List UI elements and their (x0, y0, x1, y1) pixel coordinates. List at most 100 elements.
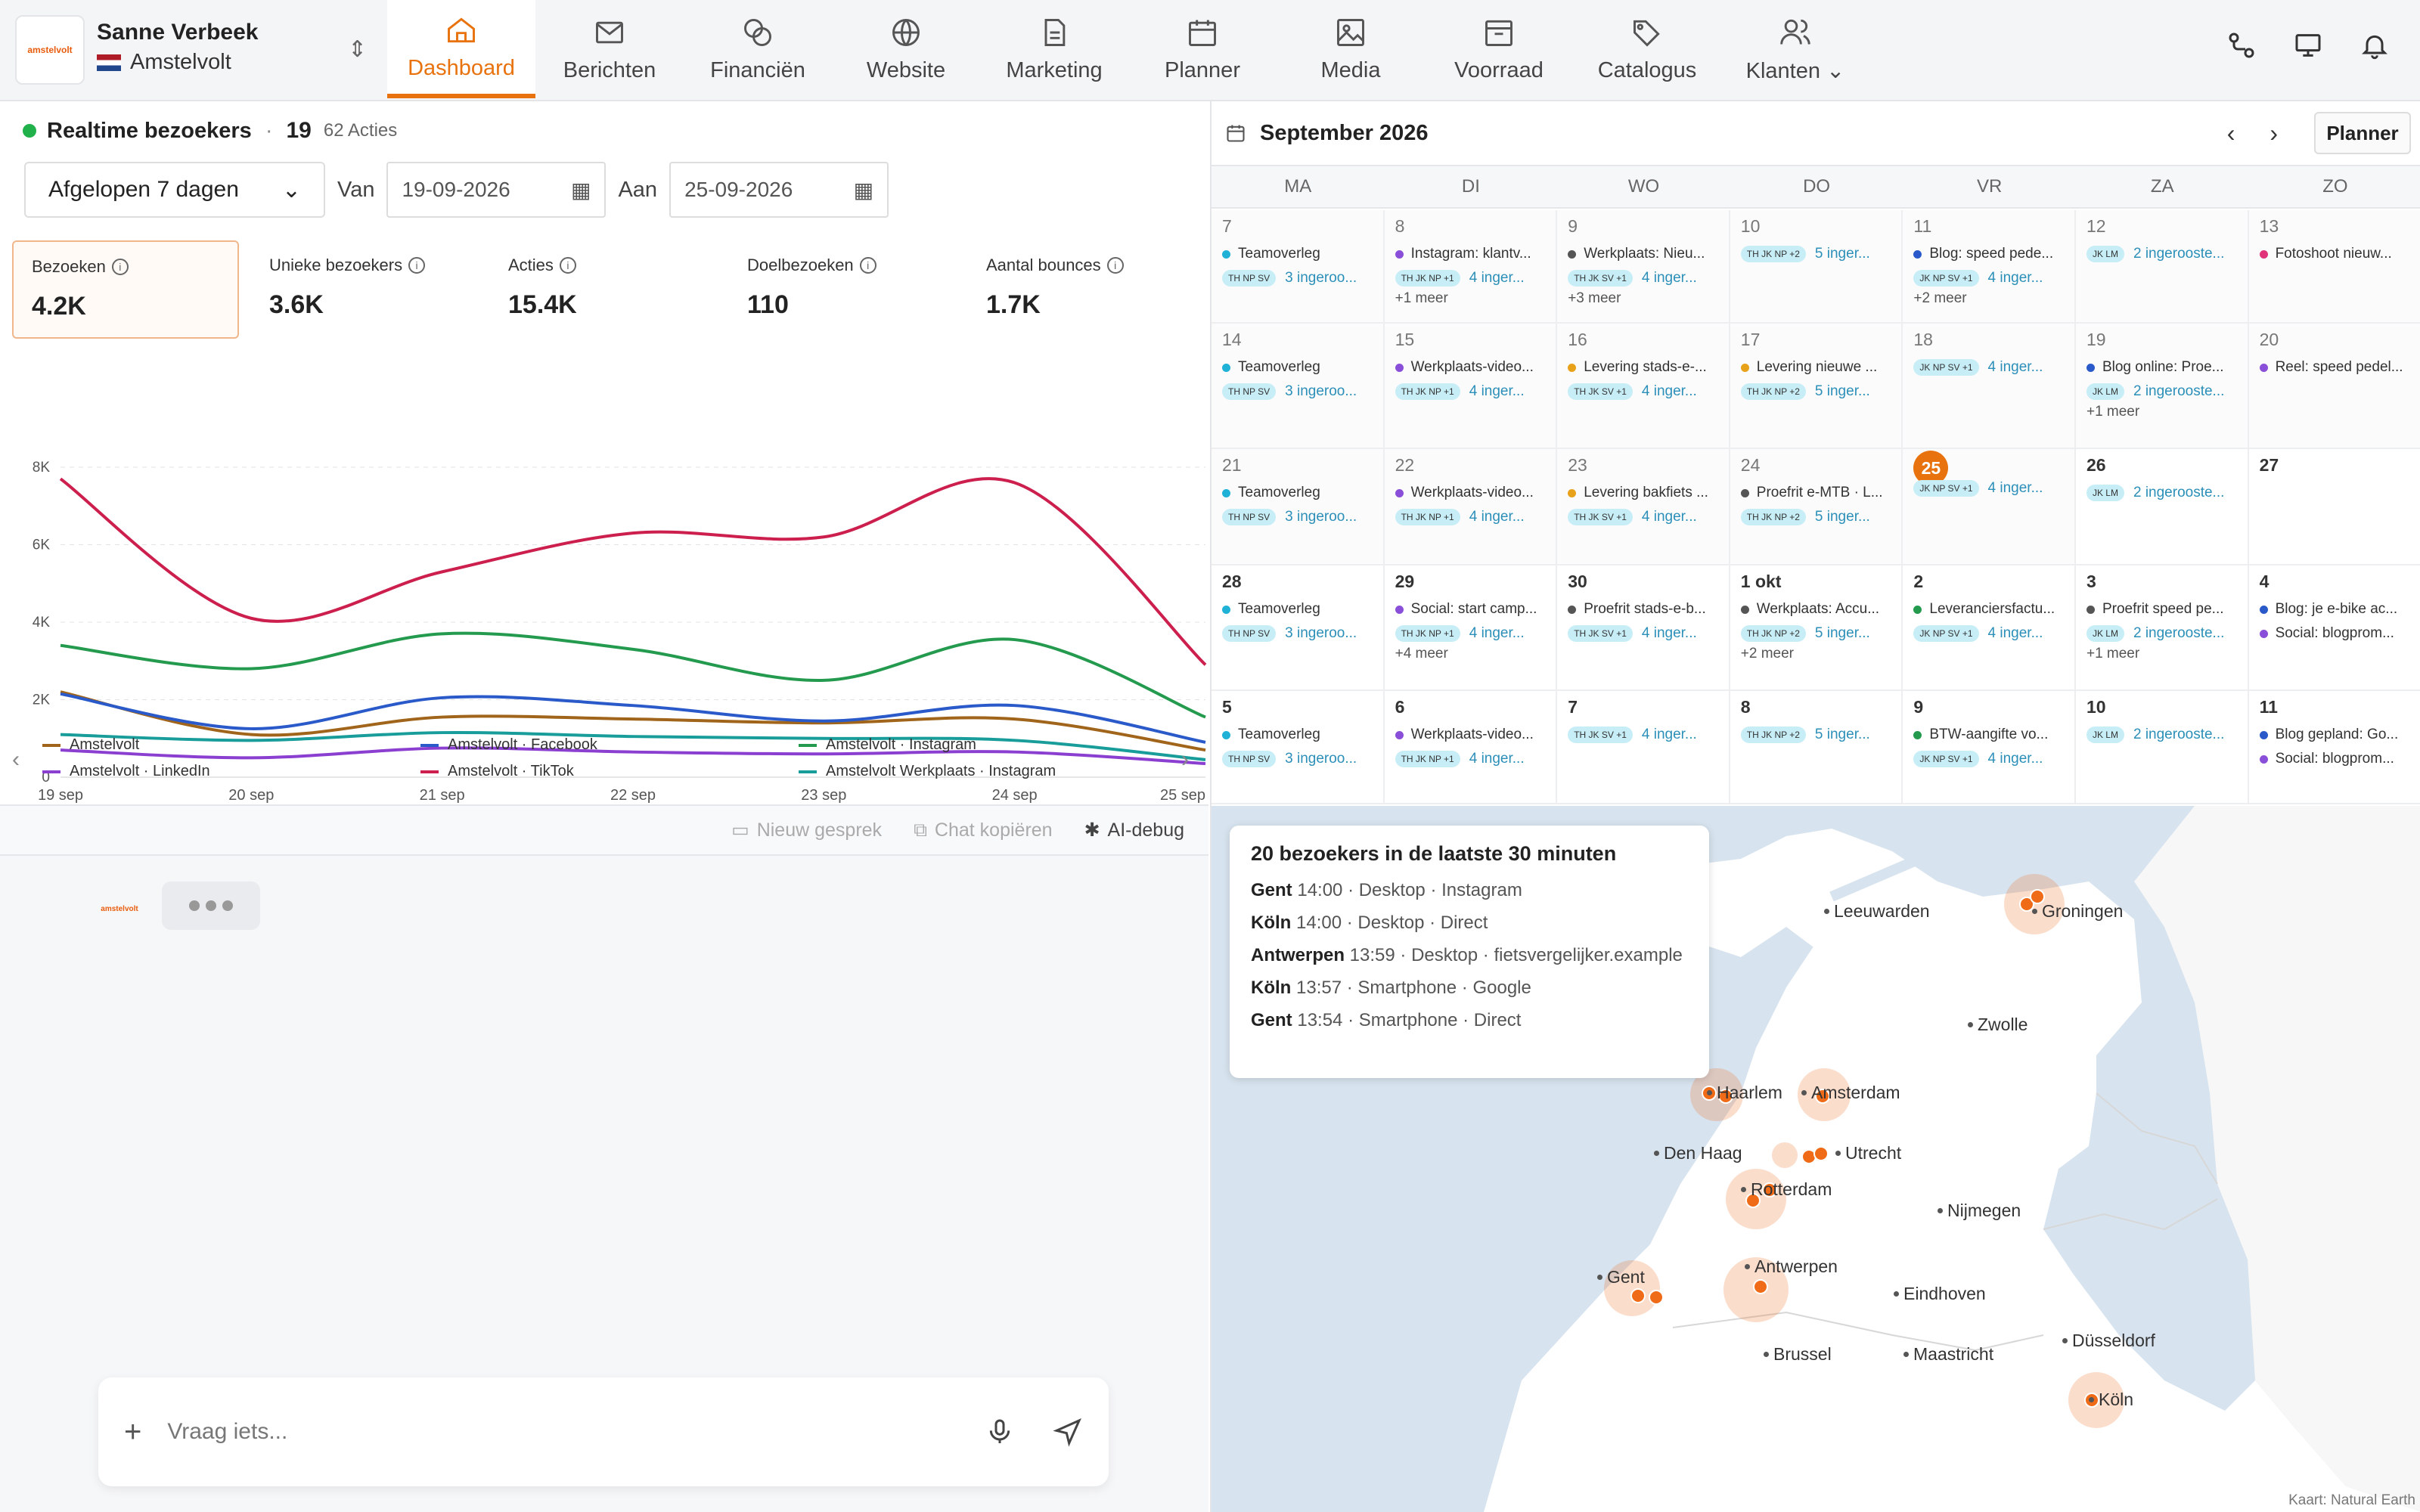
staff-chips[interactable]: TH NP SV 3 ingeroo... (1222, 621, 1373, 646)
visitor-pin[interactable] (1762, 1182, 1777, 1198)
stat-card-bezoeken[interactable]: Bezoeken i 4.2K (12, 240, 239, 339)
calendar-event[interactable]: Leveranciersfactu... (1913, 597, 2064, 621)
calendar-day-cell[interactable]: 10 TH JK NP +2 5 inger... (1730, 210, 1903, 324)
nav-item-planner[interactable]: Planner (1128, 0, 1277, 98)
series-line-amstelvolt-instagram[interactable] (60, 631, 1206, 719)
calendar-day-cell[interactable]: 8 Instagram: klantv... TH JK NP +1 4 inger.… (1384, 210, 1558, 324)
calendar-day-cell[interactable]: 4 Blog: je e-bike ac... Social: blogprom..… (2248, 565, 2420, 691)
calendar-day-cell[interactable]: 7 TH JK SV +1 4 inger... (1557, 691, 1730, 804)
staff-chips[interactable]: JK LM 2 ingeroostе... (2086, 380, 2237, 404)
add-attachment-icon[interactable]: + (124, 1414, 142, 1448)
visitor-pin[interactable] (1753, 1279, 1768, 1294)
calendar-day-cell[interactable]: 25 JK NP SV +1 4 inger... (1903, 449, 2076, 565)
calendar-event[interactable]: Proefrit e-MTB · L... (1740, 481, 1891, 505)
stat-card-unieke-bezoekers[interactable]: Unieke bezoekers i 3.6K (251, 240, 478, 339)
stat-card-acties[interactable]: Acties i 15.4K (490, 240, 717, 339)
chevron-left-icon[interactable]: ‹ (2226, 119, 2235, 147)
more-events-link[interactable]: +1 meer (2086, 404, 2140, 420)
calendar-event[interactable]: Social: start camp... (1395, 597, 1546, 621)
calendar-event[interactable]: Blog gepland: Go... (2259, 723, 2410, 747)
visitor-pin[interactable] (2030, 889, 2045, 904)
staff-chips[interactable]: TH JK NP +1 4 inger... (1395, 621, 1546, 646)
staff-chips[interactable]: TH JK NP +2 5 inger... (1740, 723, 1891, 747)
chat-input[interactable]: Vraag iets... (167, 1419, 288, 1444)
legend-item[interactable]: Amstelvolt (42, 736, 420, 754)
visitor-pin[interactable] (1813, 1146, 1829, 1161)
legend-item[interactable]: Amstelvolt · TikTok (420, 763, 799, 780)
series-line-amstelvolt-linkedin[interactable] (60, 746, 1206, 766)
legend-item[interactable]: Amstelvolt · LinkedIn (42, 763, 420, 780)
nav-item-berichten[interactable]: Berichten (535, 0, 684, 98)
legend-prev-icon[interactable]: ‹ (12, 747, 20, 772)
calendar-event[interactable]: Proefrit stads-e-b... (1568, 597, 1718, 621)
period-select[interactable]: Afgelopen 7 dagen ⌄ (24, 162, 325, 218)
staff-chips[interactable]: JK NP SV +1 4 inger... (1913, 355, 2064, 380)
calendar-day-cell[interactable]: 20 Reel: speed pedel... (2248, 324, 2420, 449)
calendar-day-cell[interactable]: 17 Levering nieuwe ... TH JK NP +2 5 inger.… (1730, 324, 1903, 449)
legend-next-icon[interactable]: › (1181, 747, 1189, 772)
visitor-pin[interactable] (1630, 1288, 1646, 1303)
calendar-day-cell[interactable]: 29 Social: start camp... TH JK NP +1 4 inge… (1384, 565, 1558, 691)
microphone-icon[interactable] (985, 1417, 1015, 1447)
to-date-input[interactable]: 25-09-2026 ▦ (669, 162, 889, 218)
calendar-day-cell[interactable]: 16 Levering stads-e-... TH JK SV +1 4 inger… (1557, 324, 1730, 449)
staff-chips[interactable]: JK LM 2 ingeroostе... (2086, 621, 2237, 646)
nav-item-website[interactable]: Website (832, 0, 980, 98)
more-events-link[interactable]: +1 meer (1395, 290, 1448, 306)
visitor-pin[interactable] (1745, 1193, 1761, 1208)
stat-card-aantal-bounces[interactable]: Aantal bounces i 1.7K (968, 240, 1195, 339)
calendar-day-cell[interactable]: 11 Blog gepland: Go... Social: blogprom... (2248, 691, 2420, 804)
staff-chips[interactable]: TH JK SV +1 4 inger... (1568, 505, 1718, 529)
send-icon[interactable] (1053, 1417, 1083, 1447)
info-icon[interactable]: i (408, 257, 426, 274)
staff-chips[interactable]: TH JK NP +1 4 inger... (1395, 380, 1546, 404)
info-icon[interactable]: i (859, 257, 876, 274)
calendar-day-cell[interactable]: 3 Proefrit speed pe... JK LM 2 ingeroostе..… (2075, 565, 2249, 691)
calendar-event[interactable]: Fotoshoot nieuw... (2259, 242, 2410, 266)
series-line-amstelvolt[interactable] (60, 690, 1206, 752)
calendar-event[interactable]: Levering bakfiets ... (1568, 481, 1718, 505)
more-events-link[interactable]: +2 meer (1740, 646, 1795, 662)
calendar-event[interactable]: Werkplaats-video... (1395, 723, 1546, 747)
nav-item-financiën[interactable]: Financiën (684, 0, 832, 98)
calendar-day-cell[interactable]: 26 JK LM 2 ingeroostе... (2075, 449, 2249, 565)
staff-chips[interactable]: TH NP SV 3 ingeroo... (1222, 505, 1373, 529)
calendar-event[interactable]: Werkplaats-video... (1395, 481, 1546, 505)
calendar-event[interactable]: Instagram: klantv... (1395, 242, 1546, 266)
calendar-event[interactable]: Levering nieuwe ... (1740, 355, 1891, 380)
from-date-input[interactable]: 19-09-2026 ▦ (386, 162, 607, 218)
nav-item-klanten[interactable]: Klanten ⌄ (1721, 0, 1869, 98)
calendar-event[interactable]: Blog online: Proe... (2086, 355, 2237, 380)
staff-chips[interactable]: JK LM 2 ingeroostе... (2086, 723, 2237, 747)
calendar-day-cell[interactable]: 23 Levering bakfiets ... TH JK SV +1 4 inge… (1557, 449, 1730, 565)
calendar-day-cell[interactable]: 9 BTW-aangifte vo... JK NP SV +1 4 inger... (1903, 691, 2076, 804)
calendar-event[interactable]: Levering stads-e-... (1568, 355, 1718, 380)
nav-item-media[interactable]: Media (1277, 0, 1425, 98)
calendar-day-cell[interactable]: 10 JK LM 2 ingeroostе... (2075, 691, 2249, 804)
copy-chat-button[interactable]: ⧉ Chat kopiëren (914, 820, 1053, 841)
calendar-icon[interactable]: ▦ (853, 178, 874, 202)
more-events-link[interactable]: +1 meer (2086, 646, 2140, 662)
calendar-day-cell[interactable]: 13 Fotoshoot nieuw... (2248, 210, 2420, 324)
chevron-updown-icon[interactable]: ⇕ (348, 37, 368, 62)
staff-chips[interactable]: TH NP SV 3 ingeroo... (1222, 380, 1373, 404)
calendar-event[interactable]: Teamoverleg (1222, 597, 1373, 621)
calendar-event[interactable]: Proefrit speed pe... (2086, 597, 2237, 621)
calendar-event[interactable]: Reel: speed pedel... (2259, 355, 2410, 380)
calendar-day-cell[interactable]: 15 Werkplaats-video... TH JK NP +1 4 inger.… (1384, 324, 1558, 449)
staff-chips[interactable]: JK NP SV +1 4 inger... (1913, 747, 2064, 771)
calendar-day-cell[interactable]: 6 Werkplaats-video... TH JK NP +1 4 inger..… (1384, 691, 1558, 804)
nav-item-catalogus[interactable]: Catalogus (1573, 0, 1721, 98)
calendar-event[interactable]: Social: blogprom... (2259, 747, 2410, 771)
calendar-event[interactable]: BTW-aangifte vo... (1913, 723, 2064, 747)
more-events-link[interactable]: +3 meer (1568, 290, 1621, 306)
info-icon[interactable]: i (559, 257, 576, 274)
calendar-day-cell[interactable]: 12 JK LM 2 ingeroostе... (2075, 210, 2249, 324)
calendar-day-cell[interactable]: 21 Teamoverleg TH NP SV 3 ingeroo... (1212, 449, 1385, 565)
more-events-link[interactable]: +4 meer (1395, 646, 1448, 662)
staff-chips[interactable]: TH JK SV +1 4 inger... (1568, 621, 1718, 646)
calendar-event[interactable]: Werkplaats: Accu... (1740, 597, 1891, 621)
planner-button[interactable]: Planner (2314, 112, 2411, 154)
calendar-event[interactable]: Teamoverleg (1222, 481, 1373, 505)
staff-chips[interactable]: TH JK NP +1 4 inger... (1395, 747, 1546, 771)
